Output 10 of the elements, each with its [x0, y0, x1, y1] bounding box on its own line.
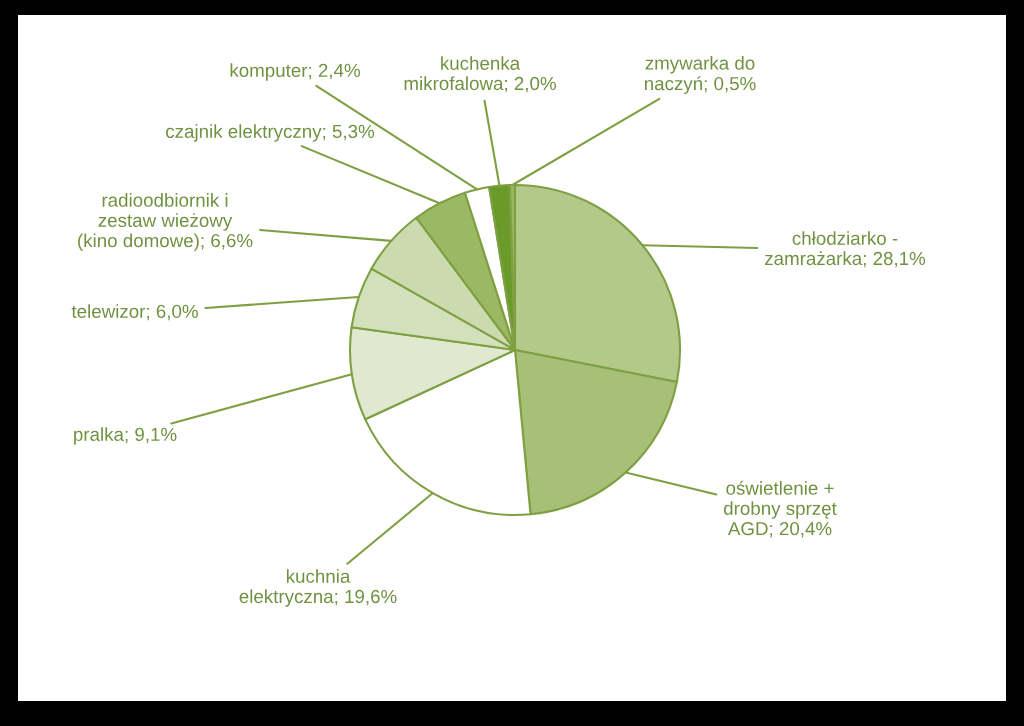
slice-label: telewizor; 6,0% — [71, 304, 198, 321]
slice-label: pralka; 9,1% — [74, 427, 177, 445]
slice-label: oświetlenie + drobny sprzęt AGD; 20,4% — [723, 480, 837, 538]
slice-label: kuchnia elektryczna; 19,6% — [239, 569, 397, 607]
slice-label: kuchenka mikrofalowa; 2,0% — [404, 56, 556, 93]
slice-label: chłodziarko - zamrażarka; 28,1% — [765, 231, 926, 268]
slice-label: radioodbiornik i zestaw wieżowy (kino domowe); 6,6% — [78, 193, 253, 251]
slice-label: zmywarka do naczyń; 0,5% — [644, 56, 756, 94]
slice-label: komputer; 2,4% — [230, 63, 360, 81]
slice-label: czajnik elektryczny; 5,3% — [166, 124, 375, 142]
